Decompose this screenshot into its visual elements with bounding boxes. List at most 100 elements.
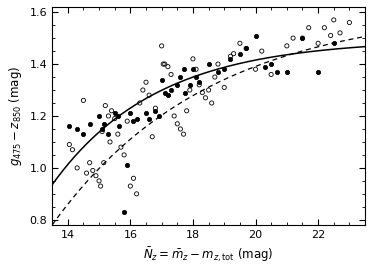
Point bbox=[331, 18, 337, 22]
Point bbox=[259, 49, 265, 53]
Point bbox=[102, 104, 108, 108]
Point bbox=[243, 46, 249, 51]
Point bbox=[153, 106, 158, 110]
Point bbox=[107, 140, 113, 144]
Point bbox=[202, 96, 208, 100]
Point bbox=[180, 67, 186, 72]
Point bbox=[115, 114, 121, 118]
Point bbox=[101, 122, 107, 126]
Point bbox=[231, 51, 237, 56]
Point bbox=[306, 25, 312, 30]
Point bbox=[275, 70, 280, 74]
Point bbox=[284, 44, 290, 48]
Point bbox=[143, 111, 149, 115]
Point bbox=[101, 160, 107, 165]
Point bbox=[168, 88, 174, 92]
Point bbox=[196, 83, 202, 87]
Point bbox=[180, 132, 186, 136]
Point bbox=[299, 36, 305, 40]
Point bbox=[112, 111, 118, 115]
Point bbox=[253, 67, 259, 72]
Point bbox=[331, 41, 337, 46]
Point bbox=[177, 127, 183, 131]
Point bbox=[174, 122, 180, 126]
Point bbox=[116, 124, 122, 128]
Point bbox=[155, 114, 161, 118]
Point bbox=[121, 153, 127, 157]
Point bbox=[337, 31, 343, 35]
Point bbox=[118, 145, 124, 149]
Point bbox=[96, 114, 102, 118]
Point bbox=[165, 93, 171, 97]
Point bbox=[149, 135, 155, 139]
Point bbox=[182, 91, 188, 95]
Point bbox=[243, 46, 249, 51]
Point bbox=[134, 117, 140, 121]
Point bbox=[66, 124, 72, 128]
Point bbox=[87, 160, 93, 165]
Point bbox=[143, 80, 149, 84]
Point bbox=[209, 101, 215, 105]
Point bbox=[74, 127, 80, 131]
Point bbox=[237, 51, 243, 56]
Point bbox=[112, 117, 118, 121]
Point bbox=[160, 62, 166, 66]
Point bbox=[146, 93, 152, 97]
Point bbox=[253, 33, 259, 38]
Point bbox=[121, 210, 127, 214]
Point bbox=[159, 44, 165, 48]
Point bbox=[115, 132, 121, 136]
Point bbox=[190, 57, 196, 61]
Point bbox=[124, 119, 130, 123]
Point bbox=[328, 33, 334, 38]
Point bbox=[70, 147, 76, 152]
Point bbox=[80, 132, 86, 136]
Point bbox=[168, 72, 174, 77]
Point bbox=[106, 114, 112, 118]
Point bbox=[84, 171, 90, 175]
Point bbox=[97, 184, 103, 188]
Point bbox=[268, 72, 274, 77]
Point bbox=[106, 132, 112, 136]
Point bbox=[321, 25, 327, 30]
Point bbox=[290, 36, 296, 40]
Point bbox=[137, 101, 143, 105]
Point bbox=[262, 64, 268, 69]
Y-axis label: $g_{475} - z_{850}$ (mag): $g_{475} - z_{850}$ (mag) bbox=[7, 66, 24, 166]
Point bbox=[237, 41, 243, 46]
Point bbox=[196, 80, 202, 84]
Point bbox=[193, 67, 199, 72]
Point bbox=[96, 179, 102, 183]
Point bbox=[187, 83, 193, 87]
Point bbox=[174, 83, 180, 87]
Point bbox=[215, 70, 221, 74]
Point bbox=[140, 88, 146, 92]
Point bbox=[315, 41, 321, 46]
Point bbox=[146, 117, 152, 121]
X-axis label: $\bar{N}_z = \bar{m}_z - m_{z,\mathrm{tot}}$ (mag): $\bar{N}_z = \bar{m}_z - m_{z,\mathrm{to… bbox=[143, 246, 274, 264]
Point bbox=[74, 166, 80, 170]
Point bbox=[80, 98, 86, 102]
Point bbox=[221, 85, 227, 90]
Point bbox=[66, 142, 72, 147]
Point bbox=[315, 70, 321, 74]
Point bbox=[124, 163, 130, 167]
Point bbox=[187, 88, 193, 92]
Point bbox=[109, 109, 115, 113]
Point bbox=[159, 78, 165, 82]
Point bbox=[228, 54, 234, 59]
Point bbox=[99, 129, 105, 134]
Point bbox=[153, 109, 158, 113]
Point bbox=[199, 91, 205, 95]
Point bbox=[221, 67, 227, 72]
Point bbox=[184, 109, 190, 113]
Point bbox=[171, 114, 177, 118]
Point bbox=[284, 70, 290, 74]
Point bbox=[346, 20, 352, 25]
Point bbox=[131, 119, 137, 123]
Point bbox=[215, 62, 221, 66]
Point bbox=[206, 62, 212, 66]
Point bbox=[127, 184, 133, 188]
Point bbox=[212, 75, 218, 79]
Point bbox=[127, 111, 133, 115]
